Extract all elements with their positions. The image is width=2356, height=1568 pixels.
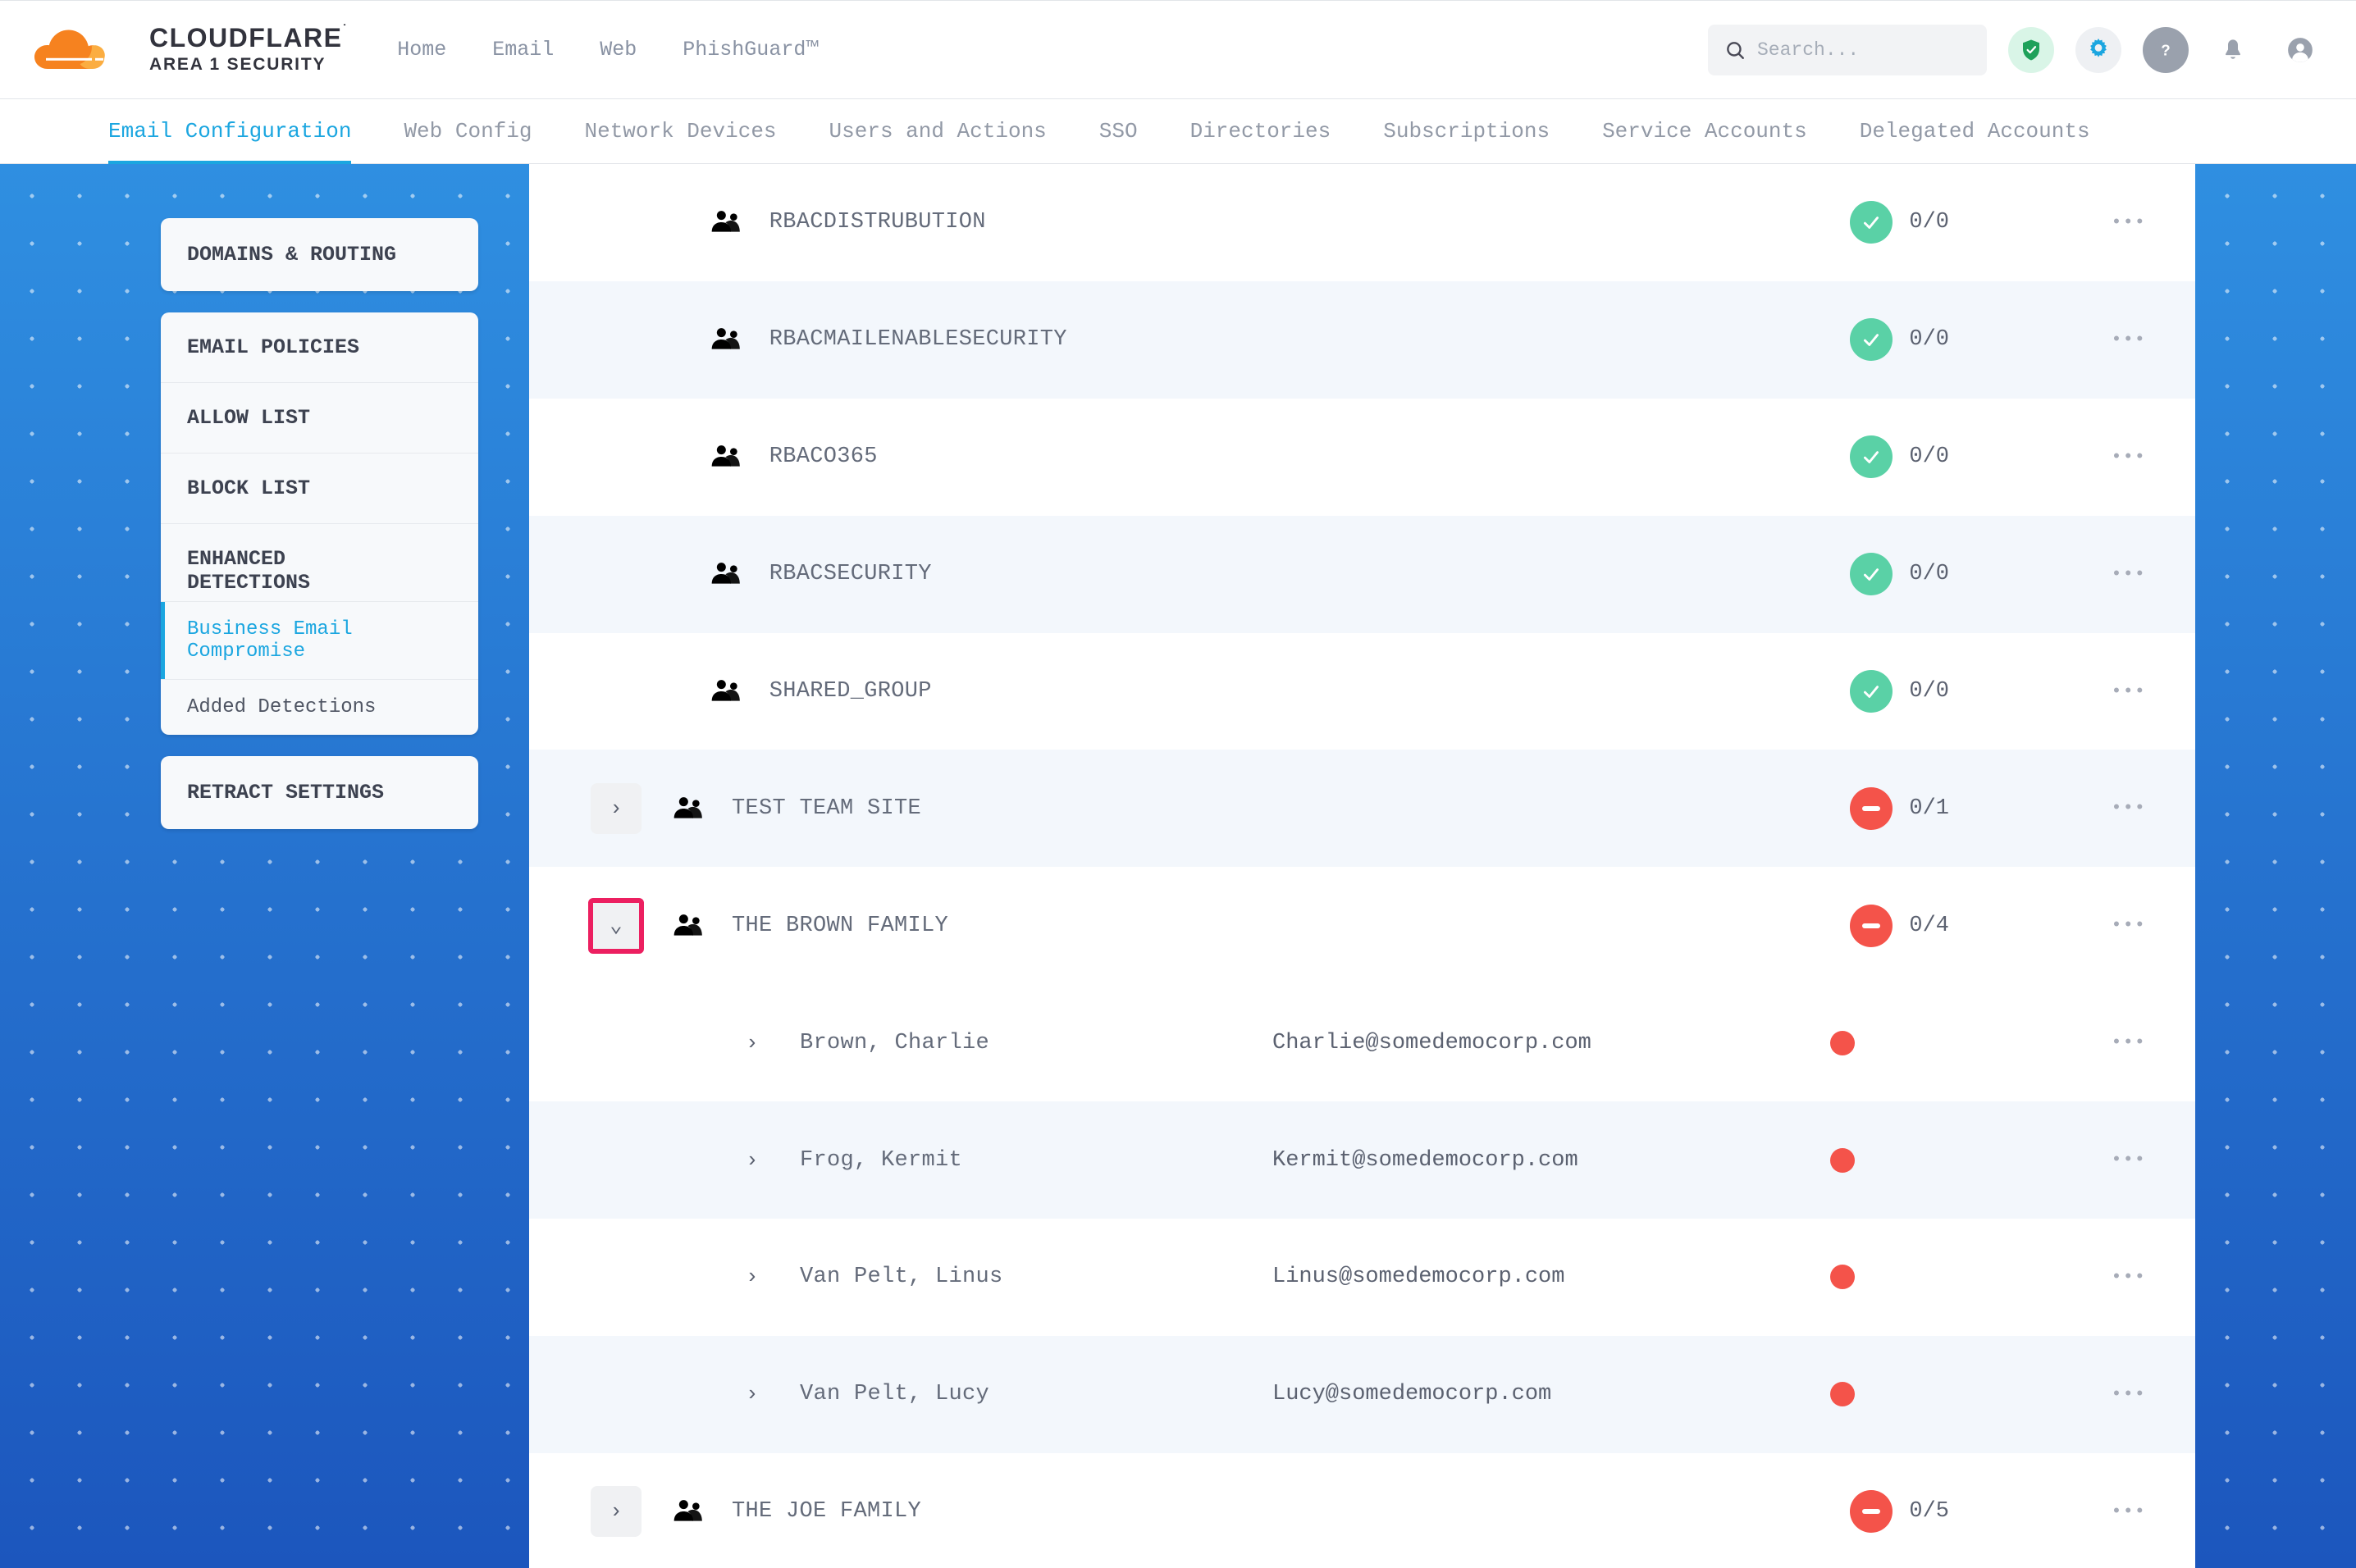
- svg-text:?: ?: [2161, 41, 2170, 58]
